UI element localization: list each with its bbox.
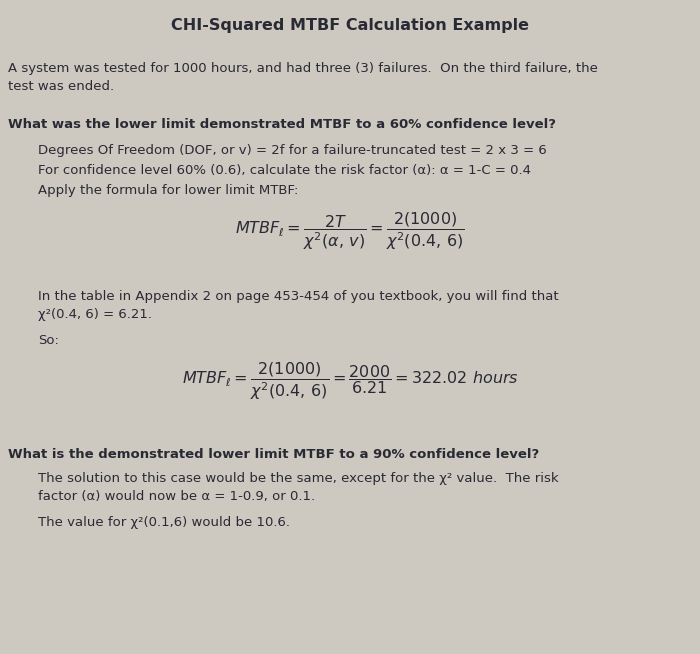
Text: Degrees Of Freedom (DOF, or v) = 2f for a failure-truncated test = 2 x 3 = 6: Degrees Of Freedom (DOF, or v) = 2f for … [38, 144, 547, 157]
Text: test was ended.: test was ended. [8, 80, 114, 93]
Text: $MTBF_{\ell} = \dfrac{2T}{\chi^{2}(\alpha,\,v)} = \dfrac{2(1000)}{\chi^{2}(0.4,\: $MTBF_{\ell} = \dfrac{2T}{\chi^{2}(\alph… [235, 210, 465, 252]
Text: Apply the formula for lower limit MTBF:: Apply the formula for lower limit MTBF: [38, 184, 298, 197]
Text: The solution to this case would be the same, except for the χ² value.  The risk: The solution to this case would be the s… [38, 472, 559, 485]
Text: factor (α) would now be α = 1-0.9, or 0.1.: factor (α) would now be α = 1-0.9, or 0.… [38, 490, 315, 503]
Text: χ²(0.4, 6) = 6.21.: χ²(0.4, 6) = 6.21. [38, 308, 152, 321]
Text: What is the demonstrated lower limit MTBF to a 90% confidence level?: What is the demonstrated lower limit MTB… [8, 448, 539, 461]
Text: $MTBF_{\ell} = \dfrac{2(1000)}{\chi^{2}(0.4,\,6)} = \dfrac{2000}{6.21} = 322.02\: $MTBF_{\ell} = \dfrac{2(1000)}{\chi^{2}(… [181, 360, 519, 402]
Text: What was the lower limit demonstrated MTBF to a 60% confidence level?: What was the lower limit demonstrated MT… [8, 118, 556, 131]
Text: So:: So: [38, 334, 59, 347]
Text: For confidence level 60% (0.6), calculate the risk factor (α): α = 1-C = 0.4: For confidence level 60% (0.6), calculat… [38, 164, 531, 177]
Text: CHI-Squared MTBF Calculation Example: CHI-Squared MTBF Calculation Example [171, 18, 529, 33]
Text: In the table in Appendix 2 on page 453-454 of you textbook, you will find that: In the table in Appendix 2 on page 453-4… [38, 290, 559, 303]
Text: The value for χ²(0.1,6) would be 10.6.: The value for χ²(0.1,6) would be 10.6. [38, 516, 290, 529]
Text: A system was tested for 1000 hours, and had three (3) failures.  On the third fa: A system was tested for 1000 hours, and … [8, 62, 598, 75]
